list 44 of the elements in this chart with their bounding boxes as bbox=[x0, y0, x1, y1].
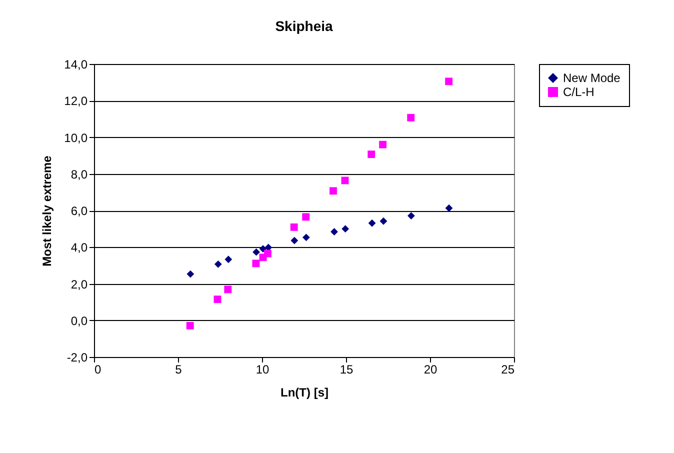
point bbox=[214, 296, 222, 304]
point bbox=[252, 248, 260, 256]
y-tick-label: 12,0 bbox=[64, 94, 88, 108]
x-tick-label: 10 bbox=[256, 362, 270, 376]
x-tick-label: 20 bbox=[424, 362, 438, 376]
point bbox=[407, 114, 415, 122]
point bbox=[290, 223, 298, 231]
y-tick-label: 6,0 bbox=[70, 204, 88, 218]
point bbox=[407, 212, 415, 220]
y-tick-label: 4,0 bbox=[70, 240, 88, 255]
y-tick-label: 10,0 bbox=[64, 130, 88, 145]
y-tick-label: 8,0 bbox=[70, 167, 88, 182]
point bbox=[368, 219, 376, 227]
legend-label: C/L-H bbox=[563, 85, 594, 99]
point bbox=[445, 78, 453, 86]
point bbox=[379, 140, 386, 148]
chart-title: Skipheia bbox=[275, 18, 333, 34]
point bbox=[264, 250, 272, 258]
x-tick-label: 25 bbox=[501, 362, 515, 376]
point bbox=[380, 217, 388, 225]
point bbox=[330, 228, 338, 236]
legend-label: New Mode bbox=[563, 71, 621, 85]
point bbox=[445, 204, 453, 212]
point bbox=[186, 270, 194, 278]
point bbox=[368, 150, 376, 158]
y-tick-label: 14,0 bbox=[64, 58, 88, 72]
x-tick-label: 5 bbox=[175, 362, 182, 376]
point bbox=[224, 286, 232, 294]
point bbox=[252, 260, 260, 268]
point bbox=[186, 322, 194, 330]
y-tick-label: -2,0 bbox=[66, 350, 88, 364]
y-tick-label: 2,0 bbox=[70, 277, 88, 292]
point bbox=[342, 225, 350, 233]
x-tick-label: 15 bbox=[340, 362, 354, 376]
point bbox=[330, 187, 337, 195]
point bbox=[302, 234, 310, 242]
point bbox=[214, 260, 222, 268]
x-axis-title: Ln(T) [s] bbox=[280, 386, 328, 400]
y-tick-label: 0,0 bbox=[70, 314, 88, 328]
x-tick-label: 0 bbox=[94, 362, 102, 376]
point bbox=[290, 236, 298, 244]
point bbox=[224, 256, 232, 264]
y-axis-title: Most likely extreme bbox=[40, 155, 54, 266]
point bbox=[302, 213, 310, 221]
